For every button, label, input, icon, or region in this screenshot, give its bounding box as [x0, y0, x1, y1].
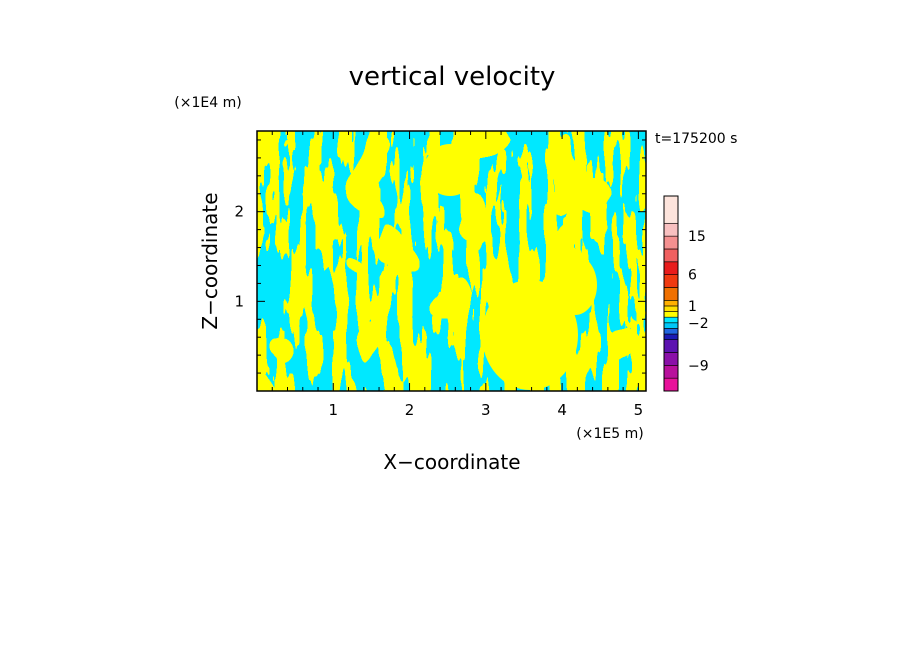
colorbar-swatch: [663, 377, 679, 392]
colorbar-swatch: [663, 274, 679, 288]
plot-frame: [256, 130, 647, 392]
y-axis: 12: [234, 139, 646, 374]
colorbar-swatch: [663, 222, 679, 237]
colorbar-swatch: [663, 311, 679, 318]
colorbar-swatch: [663, 333, 679, 340]
colorbar-swatch: [663, 328, 679, 335]
colorbar-swatch: [663, 248, 679, 263]
colorbar-tick-label: −2: [688, 316, 709, 332]
x-tick-label: 3: [481, 401, 491, 419]
colorbar-swatch: [663, 339, 679, 353]
y-tick-label: 1: [234, 292, 244, 310]
colorbar-tick-label: 1: [688, 299, 697, 315]
field-updraft-top: [424, 144, 476, 196]
colorbar-swatch: [663, 316, 679, 324]
colorbar-swatch: [663, 305, 679, 312]
y-tick-label: 2: [234, 203, 244, 221]
x-unit-label: (×1E5 m): [576, 426, 643, 442]
colorbar-swatch: [663, 322, 679, 329]
time-label: t=175200 s: [655, 131, 737, 147]
field-large-updraft: [482, 280, 578, 390]
colorbar-swatch: [663, 287, 679, 301]
chart-title: vertical velocity: [349, 62, 556, 92]
colorbar-swatch: [663, 300, 679, 307]
y-axis-title: Z−coordinate: [198, 192, 222, 329]
colorbar: [663, 195, 679, 392]
x-axis: 1 2 3 4 5: [271, 131, 644, 419]
x-tick-label: 1: [329, 401, 339, 419]
colorbar-tick-label: 15: [688, 229, 706, 245]
colorbar-swatch: [663, 261, 679, 275]
y-unit-label: (×1E4 m): [174, 95, 241, 111]
field-large-updraft-2: [553, 255, 597, 315]
x-tick-label: 2: [405, 401, 415, 419]
colorbar-swatch: [663, 352, 679, 366]
colorbar-swatch: [663, 365, 679, 379]
colorbar-swatch: [663, 195, 679, 224]
colorbar-labels: −9 −21 6 15: [688, 229, 709, 374]
colorbar-frame: [663, 195, 679, 392]
colorbar-tick-label: 6: [688, 268, 697, 284]
colorbar-swatch: [663, 235, 679, 250]
x-axis-title: X−coordinate: [383, 450, 520, 474]
x-tick-label: 5: [634, 401, 644, 419]
colorbar-tick-label: −9: [688, 358, 709, 374]
x-tick-label: 4: [557, 401, 567, 419]
plot-area: [257, 131, 646, 391]
